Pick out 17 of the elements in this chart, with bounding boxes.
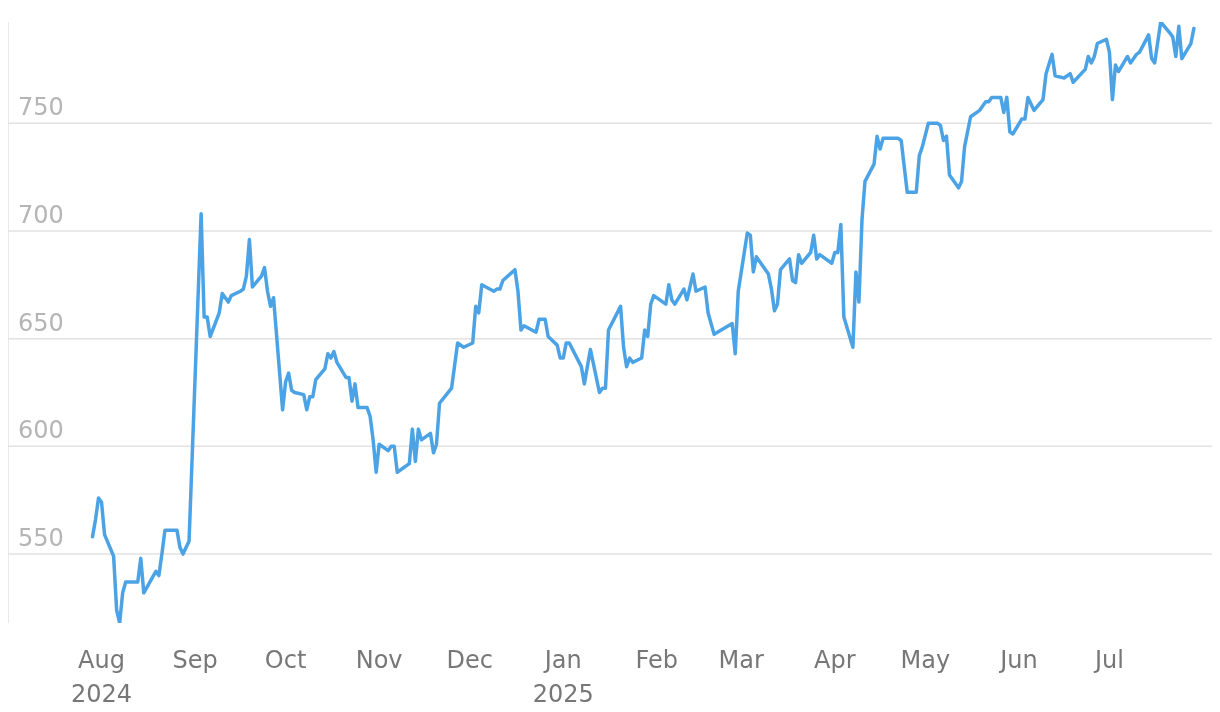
x-tick-label: Nov [355,646,403,674]
x-tick-label: Sep [172,646,218,674]
x-tick-label: Jul [1092,646,1124,674]
y-tick-label: 700 [18,200,64,229]
x-tick-label: May [900,646,951,674]
y-tick-label: 750 [18,93,64,122]
x-tick-label: Feb [635,646,679,674]
y-tick-label: 650 [18,308,64,337]
y-tick-label: 550 [18,524,64,553]
x-tick-label: Jan 2025 [532,646,594,708]
x-tick-label: Oct [264,646,307,674]
x-tick-label: Apr [814,646,856,674]
x-tick-label: Dec [446,646,493,674]
x-tick-label: Mar [718,646,765,674]
x-tick-label: Aug 2024 [71,646,133,708]
x-tick-label: Jun [998,646,1038,674]
y-tick-label: 600 [18,416,64,445]
